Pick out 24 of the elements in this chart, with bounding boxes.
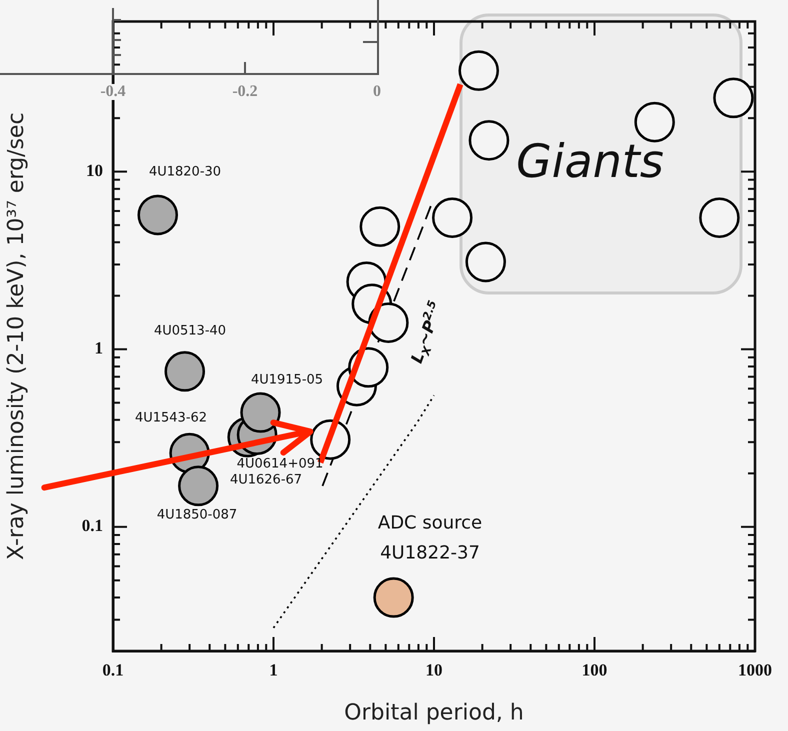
annotation: Giants bbox=[516, 134, 664, 188]
annotation: ADC source bbox=[378, 512, 482, 534]
x-tick-label: 100 bbox=[582, 660, 608, 680]
annotation: -0.2 bbox=[230, 83, 260, 100]
annotation: 4U1543-62 bbox=[134, 410, 208, 426]
y-tick-label: 1 bbox=[94, 338, 103, 358]
x-axis-title: Orbital period, h bbox=[344, 700, 524, 726]
annotation: 4U1822-37 bbox=[380, 542, 480, 564]
y-tick-label: 0.1 bbox=[82, 516, 103, 536]
annotation: LX~P2.5 bbox=[406, 298, 440, 366]
annotation: 4U0614+091 bbox=[236, 456, 324, 472]
annotation: 4U1820-30 bbox=[148, 164, 222, 180]
x-tick-label: 10 bbox=[426, 660, 442, 680]
y-tick-label: 10 bbox=[86, 161, 103, 180]
annotation: 4U0513-40 bbox=[154, 323, 226, 338]
x-tick-label: 1 bbox=[269, 660, 278, 680]
y-axis-title: X-ray luminosity (2-10 keV), 10³⁷ erg/sec bbox=[4, 112, 29, 560]
annotation: 4U1850-087 bbox=[156, 507, 238, 522]
annotation: 0 bbox=[371, 83, 383, 100]
annotation: 4U1915-05 bbox=[250, 372, 324, 388]
annotation: -0.4 bbox=[98, 83, 128, 100]
annotation: 4U1626-67 bbox=[230, 472, 302, 488]
x-tick-label: 1000 bbox=[738, 660, 772, 680]
x-tick-label: 0.1 bbox=[102, 660, 124, 680]
